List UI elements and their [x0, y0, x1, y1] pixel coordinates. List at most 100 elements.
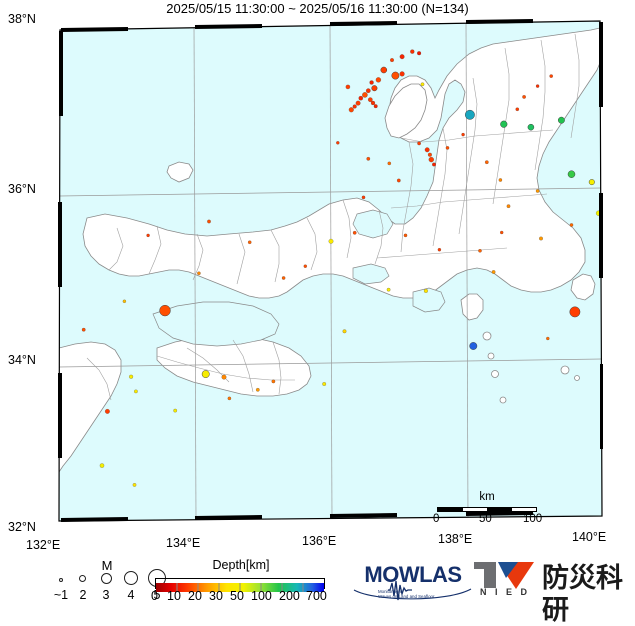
epicenter-marker[interactable] [366, 156, 371, 161]
epicenter-marker[interactable] [515, 107, 520, 112]
epicenter-marker[interactable] [399, 54, 405, 60]
epicenter-marker[interactable] [557, 116, 565, 124]
mowlas-tagline-line2: Waves on Land and Seafloor [378, 594, 435, 600]
epicenter-marker[interactable] [361, 195, 366, 200]
epicenter-marker[interactable] [322, 382, 327, 386]
epicenter-marker[interactable] [498, 178, 503, 182]
epicenter-marker[interactable] [539, 236, 543, 241]
epicenter-marker[interactable] [255, 387, 260, 392]
epicenter-marker[interactable] [500, 120, 508, 128]
epicenter-marker[interactable] [390, 58, 394, 63]
epicenter-marker[interactable] [99, 463, 105, 468]
epicenter-marker[interactable] [506, 204, 511, 209]
scale-bar: km 0 50 100 [432, 491, 543, 527]
epicenter-marker[interactable] [391, 71, 400, 80]
epicenter-marker[interactable] [370, 100, 376, 106]
epicenter-marker[interactable] [386, 287, 391, 292]
epicenter-marker[interactable] [427, 152, 432, 157]
epicenter-marker[interactable] [358, 96, 363, 101]
epicenter-marker[interactable] [207, 219, 211, 224]
epicenter-marker[interactable] [366, 88, 371, 93]
epicenter-marker[interactable] [352, 230, 357, 235]
epicenter-marker[interactable] [271, 379, 276, 384]
epicenter-marker[interactable] [432, 162, 436, 167]
epicenter-marker[interactable] [527, 123, 535, 131]
epicenter-marker[interactable] [197, 271, 201, 276]
epicenter-marker[interactable] [588, 179, 595, 186]
axis-label-lat-38: 38°N [8, 12, 36, 26]
epicenter-marker[interactable] [569, 306, 581, 318]
epicenter-marker[interactable] [371, 85, 378, 92]
epicenter-marker[interactable] [342, 329, 347, 334]
epicenter-marker[interactable] [403, 233, 408, 238]
epicenter-marker[interactable] [129, 374, 134, 379]
magnitude-label-3: 3 [102, 588, 110, 602]
epicenter-marker[interactable] [535, 84, 540, 88]
epicenter-marker[interactable] [420, 82, 425, 87]
epicenter-marker[interactable] [387, 161, 392, 166]
epicenter-marker[interactable] [417, 141, 421, 146]
epicenter-marker[interactable] [461, 132, 465, 137]
epicenter-marker[interactable] [445, 146, 450, 150]
epicenter-marker[interactable] [105, 409, 110, 414]
epicenter-marker[interactable] [159, 304, 171, 317]
epicenter-marker[interactable] [122, 299, 127, 303]
epicenter-marker[interactable] [247, 240, 252, 245]
epicenter-marker[interactable] [348, 107, 354, 113]
map-canvas[interactable] [57, 18, 603, 528]
epicenter-marker[interactable] [355, 100, 361, 106]
epicenter-marker[interactable] [399, 71, 405, 77]
epicenter-marker[interactable] [368, 97, 373, 102]
mowlas-logo: MOWLAS Monitoring of Waves on Land and S… [352, 562, 474, 604]
noto-peninsula [384, 83, 428, 139]
epicenter-marker[interactable] [303, 264, 307, 268]
epicenter-marker[interactable] [522, 95, 526, 99]
scale-seg-1 [438, 508, 463, 511]
epicenter-marker[interactable] [345, 84, 351, 90]
epicenter-marker[interactable] [81, 327, 86, 332]
epicenter-marker[interactable] [201, 370, 210, 379]
axis-label-lat-34: 34°N [8, 353, 36, 367]
axis-label-lat-32: 32°N [8, 520, 36, 534]
epicenter-marker[interactable] [424, 147, 430, 153]
map-plot-area[interactable] [57, 18, 603, 528]
epicenter-marker[interactable] [375, 77, 382, 83]
epicenter-marker[interactable] [380, 66, 388, 74]
epicenter-marker[interactable] [569, 223, 574, 227]
epicenter-marker[interactable] [227, 396, 232, 401]
epicenter-marker[interactable] [549, 74, 553, 78]
epicenter-marker[interactable] [535, 189, 540, 193]
epicenter-marker[interactable] [464, 109, 475, 120]
epicenter-markers[interactable] [81, 49, 603, 487]
epicenter-marker[interactable] [134, 389, 138, 394]
epicenter-marker[interactable] [500, 230, 504, 235]
epicenter-marker[interactable] [362, 92, 368, 98]
epicenter-marker[interactable] [428, 156, 434, 163]
epicenter-marker[interactable] [373, 104, 378, 109]
epicenter-marker[interactable] [281, 276, 286, 280]
epicenter-marker[interactable] [423, 288, 428, 293]
epicenter-marker[interactable] [396, 178, 401, 183]
epicenter-marker[interactable] [484, 160, 489, 165]
epicenter-marker[interactable] [352, 104, 357, 109]
epicenter-marker[interactable] [491, 270, 496, 274]
epicenter-marker[interactable] [417, 51, 422, 56]
epicenter-marker[interactable] [437, 248, 442, 252]
epicenter-marker[interactable] [146, 233, 150, 238]
epicenter-marker[interactable] [469, 342, 478, 350]
epicenter-marker[interactable] [132, 483, 137, 487]
scale-tick-100: 100 [523, 513, 543, 525]
page-title: 2025/05/15 11:30:00 ~ 2025/05/16 11:30:0… [166, 1, 469, 16]
izu-niijima [487, 352, 495, 360]
epicenter-marker[interactable] [546, 336, 550, 341]
epicenter-marker[interactable] [336, 141, 340, 145]
gridline-lat-34 [59, 358, 602, 368]
epicenter-marker[interactable] [567, 170, 576, 178]
epicenter-marker[interactable] [410, 49, 415, 54]
epicenter-marker[interactable] [221, 374, 227, 380]
epicenter-marker[interactable] [328, 238, 334, 244]
epicenter-marker[interactable] [601, 168, 603, 176]
epicenter-marker[interactable] [369, 80, 374, 85]
epicenter-marker[interactable] [478, 249, 482, 253]
epicenter-marker[interactable] [173, 408, 178, 413]
